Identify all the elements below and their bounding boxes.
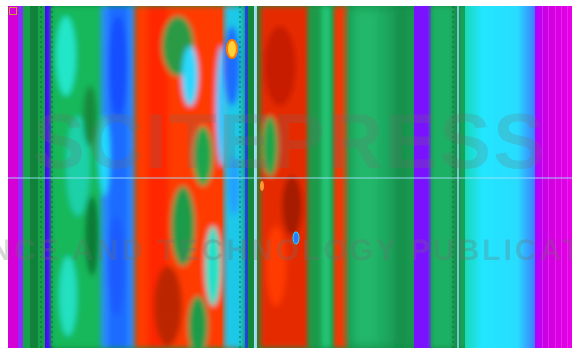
hotspot-marker-yellow[interactable]: [226, 39, 238, 59]
corner-marker: [9, 7, 17, 15]
band-red-right: [260, 6, 310, 348]
band-red-narrow: [334, 6, 348, 348]
band-magenta-right: [535, 6, 572, 348]
band-violet-1: [45, 6, 51, 348]
scan-image-canvas[interactable]: [8, 6, 572, 348]
region-green-center: [308, 6, 338, 348]
band-violet-left: [18, 6, 23, 348]
band-red-main: [135, 6, 235, 348]
cursor-vertical-line[interactable]: [254, 6, 257, 348]
band-blue: [98, 6, 136, 348]
hotspot-marker-blue[interactable]: [292, 231, 300, 245]
region-left-mottled: [51, 6, 106, 348]
band-cyan: [465, 6, 535, 348]
region-green-right: [348, 6, 414, 348]
band-magenta-left: [8, 6, 18, 348]
band-violet-2: [414, 6, 431, 348]
scan-heatmap: [8, 6, 572, 348]
